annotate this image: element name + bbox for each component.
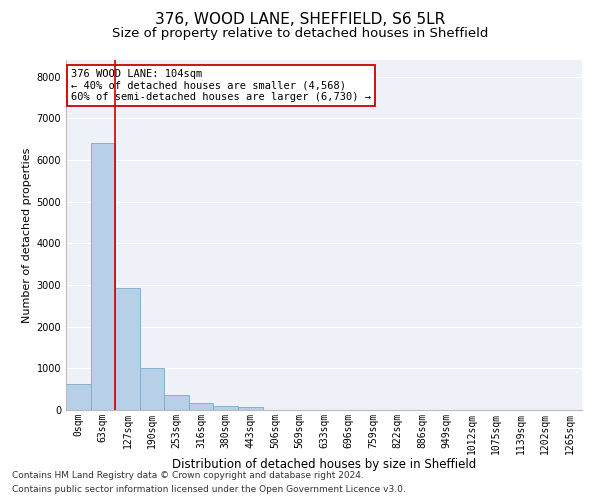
- Bar: [140, 368, 164, 410]
- Bar: [164, 394, 189, 410]
- Bar: [91, 144, 115, 410]
- Bar: [66, 384, 91, 410]
- Text: 376 WOOD LANE: 104sqm
← 40% of detached houses are smaller (4,568)
60% of semi-d: 376 WOOD LANE: 104sqm ← 40% of detached …: [71, 69, 371, 102]
- Text: 376, WOOD LANE, SHEFFIELD, S6 5LR: 376, WOOD LANE, SHEFFIELD, S6 5LR: [155, 12, 445, 28]
- Bar: [115, 288, 140, 410]
- X-axis label: Distribution of detached houses by size in Sheffield: Distribution of detached houses by size …: [172, 458, 476, 471]
- Text: Size of property relative to detached houses in Sheffield: Size of property relative to detached ho…: [112, 28, 488, 40]
- Text: Contains public sector information licensed under the Open Government Licence v3: Contains public sector information licen…: [12, 486, 406, 494]
- Bar: [238, 406, 263, 410]
- Bar: [189, 403, 214, 410]
- Bar: [214, 406, 238, 410]
- Text: Contains HM Land Registry data © Crown copyright and database right 2024.: Contains HM Land Registry data © Crown c…: [12, 470, 364, 480]
- Y-axis label: Number of detached properties: Number of detached properties: [22, 148, 32, 322]
